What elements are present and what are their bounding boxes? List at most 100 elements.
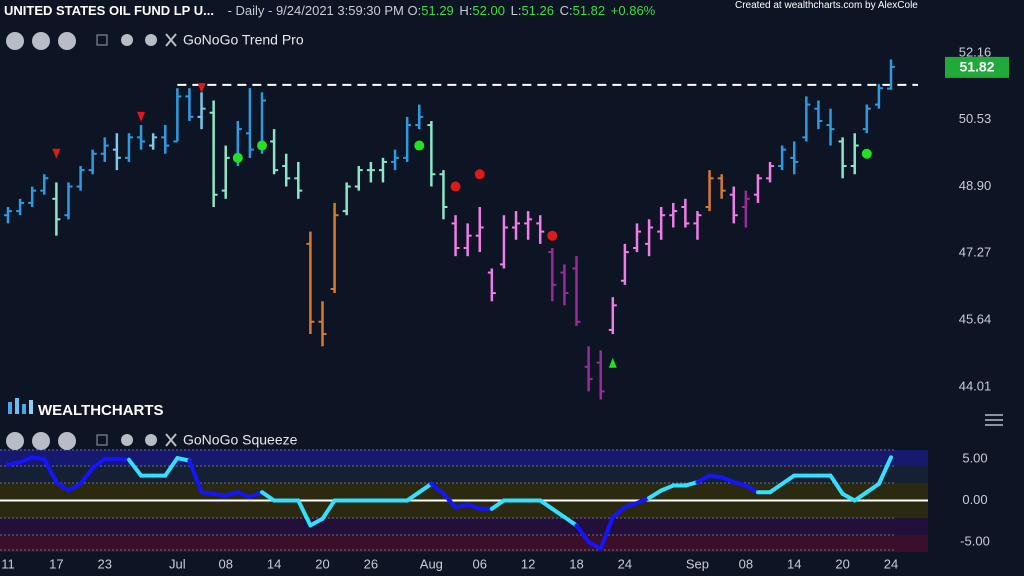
value: 51.82 bbox=[572, 3, 606, 18]
squeeze-segment bbox=[320, 498, 337, 521]
y-tick-label: 44.01 bbox=[959, 378, 992, 393]
band bbox=[0, 466, 928, 483]
close-icon[interactable] bbox=[165, 433, 177, 447]
squeeze-segment bbox=[659, 483, 676, 493]
squeeze-segment bbox=[647, 488, 664, 501]
squeeze-segment bbox=[586, 540, 603, 551]
label: C: bbox=[559, 3, 573, 18]
icon[interactable] bbox=[145, 34, 157, 46]
squeeze-segment bbox=[405, 490, 422, 503]
x-tick-label: 12 bbox=[521, 556, 535, 571]
squeeze-segment bbox=[598, 515, 615, 551]
squeeze-segment bbox=[707, 473, 724, 480]
squeeze-segment bbox=[247, 490, 265, 500]
button[interactable] bbox=[32, 32, 50, 50]
squeeze-segment bbox=[223, 490, 240, 498]
last-price-label: 51.82 bbox=[959, 59, 994, 75]
toolbar[interactable] bbox=[6, 432, 177, 450]
toolbar[interactable] bbox=[6, 32, 177, 50]
logo-bar bbox=[29, 400, 33, 414]
squeeze-segment bbox=[780, 473, 797, 486]
button[interactable] bbox=[58, 32, 76, 50]
squeeze-segment bbox=[538, 498, 555, 511]
signal bbox=[414, 140, 425, 151]
button[interactable] bbox=[6, 432, 24, 450]
y-tick-label: 48.90 bbox=[959, 178, 992, 193]
band bbox=[0, 535, 928, 552]
button[interactable] bbox=[6, 32, 24, 50]
x-tick-label: 17 bbox=[49, 556, 63, 571]
squeeze-segment bbox=[876, 455, 893, 486]
y-tick-label: 5.00 bbox=[962, 450, 987, 465]
x-tick-label: Jul bbox=[169, 556, 186, 571]
signal bbox=[137, 111, 146, 122]
brand: WEALTHCHARTS bbox=[38, 402, 164, 419]
signal bbox=[474, 169, 485, 180]
x-tick-label: 23 bbox=[98, 556, 112, 571]
x-tick-label: 20 bbox=[835, 556, 849, 571]
squeeze-segment bbox=[6, 460, 23, 467]
squeeze-segment bbox=[18, 455, 35, 465]
squeeze-segment bbox=[163, 456, 180, 478]
squeeze-segment bbox=[453, 502, 470, 510]
icon[interactable] bbox=[121, 434, 133, 446]
panel-title: GoNoGo Squeeze bbox=[183, 432, 298, 448]
signal bbox=[232, 152, 243, 163]
squeeze-segment bbox=[78, 466, 95, 486]
squeeze-segment bbox=[864, 481, 881, 495]
squeeze-segment bbox=[574, 523, 591, 545]
icon[interactable] bbox=[96, 434, 108, 446]
band bbox=[0, 450, 928, 466]
logo-bar bbox=[15, 398, 19, 414]
signal bbox=[608, 357, 617, 368]
signal bbox=[52, 148, 61, 159]
squeeze-segment bbox=[417, 481, 434, 495]
squeeze-segment bbox=[235, 490, 252, 500]
button[interactable] bbox=[58, 432, 76, 450]
root: GoNoGo Trend Pro WEALTHCHARTS bbox=[0, 32, 1009, 571]
squeeze-segment bbox=[683, 480, 700, 488]
credit: Created at wealthcharts.com by AlexCole bbox=[735, 0, 918, 11]
squeeze-segment bbox=[610, 505, 627, 520]
x-tick-label: 24 bbox=[884, 556, 898, 571]
x-tick-label: 26 bbox=[364, 556, 378, 571]
squeeze-segment bbox=[308, 516, 325, 528]
squeeze-segment bbox=[260, 490, 277, 503]
signal bbox=[197, 83, 206, 94]
squeeze-segment bbox=[719, 475, 736, 485]
squeeze-segment bbox=[54, 480, 71, 493]
squeeze-segment bbox=[114, 456, 131, 462]
button[interactable] bbox=[32, 432, 50, 450]
chart: GoNoGo Trend Pro WEALTHCHARTS bbox=[0, 32, 1009, 571]
signal bbox=[861, 148, 872, 159]
squeeze-segment bbox=[550, 506, 567, 520]
squeeze-segment bbox=[30, 455, 47, 461]
icon[interactable] bbox=[96, 34, 108, 46]
y-tick-label: 0.00 bbox=[962, 492, 987, 507]
brand-logo bbox=[8, 398, 33, 414]
squeeze-segment bbox=[199, 490, 216, 496]
squeeze-segment bbox=[768, 481, 785, 495]
menu-icon[interactable] bbox=[985, 414, 1003, 426]
y-tick-label: 50.53 bbox=[959, 111, 992, 126]
squeeze-segment bbox=[187, 458, 204, 495]
squeeze-segment bbox=[489, 498, 506, 511]
x-tick-label: Sep bbox=[686, 556, 709, 571]
squeeze-segment bbox=[296, 498, 313, 528]
symbol: UNITED STATES OIL FUND LP U... bbox=[4, 3, 214, 18]
y-tick-label: 45.64 bbox=[959, 312, 992, 327]
label: L: bbox=[510, 3, 522, 18]
squeeze-segment bbox=[175, 456, 192, 463]
x-tick-label: 24 bbox=[618, 556, 632, 571]
icon[interactable] bbox=[121, 34, 133, 46]
x-tick-label: 08 bbox=[218, 556, 232, 571]
x-tick-label: 18 bbox=[569, 556, 583, 571]
y-tick-label: 47.27 bbox=[959, 245, 992, 260]
icon[interactable] bbox=[145, 434, 157, 446]
squeeze-segment bbox=[622, 500, 639, 510]
last-price-box bbox=[945, 56, 1009, 78]
value: 51.26 bbox=[521, 3, 554, 18]
close-icon[interactable] bbox=[165, 33, 177, 47]
x-tick-label: Aug bbox=[420, 556, 443, 571]
change: +0.86% bbox=[610, 3, 656, 18]
